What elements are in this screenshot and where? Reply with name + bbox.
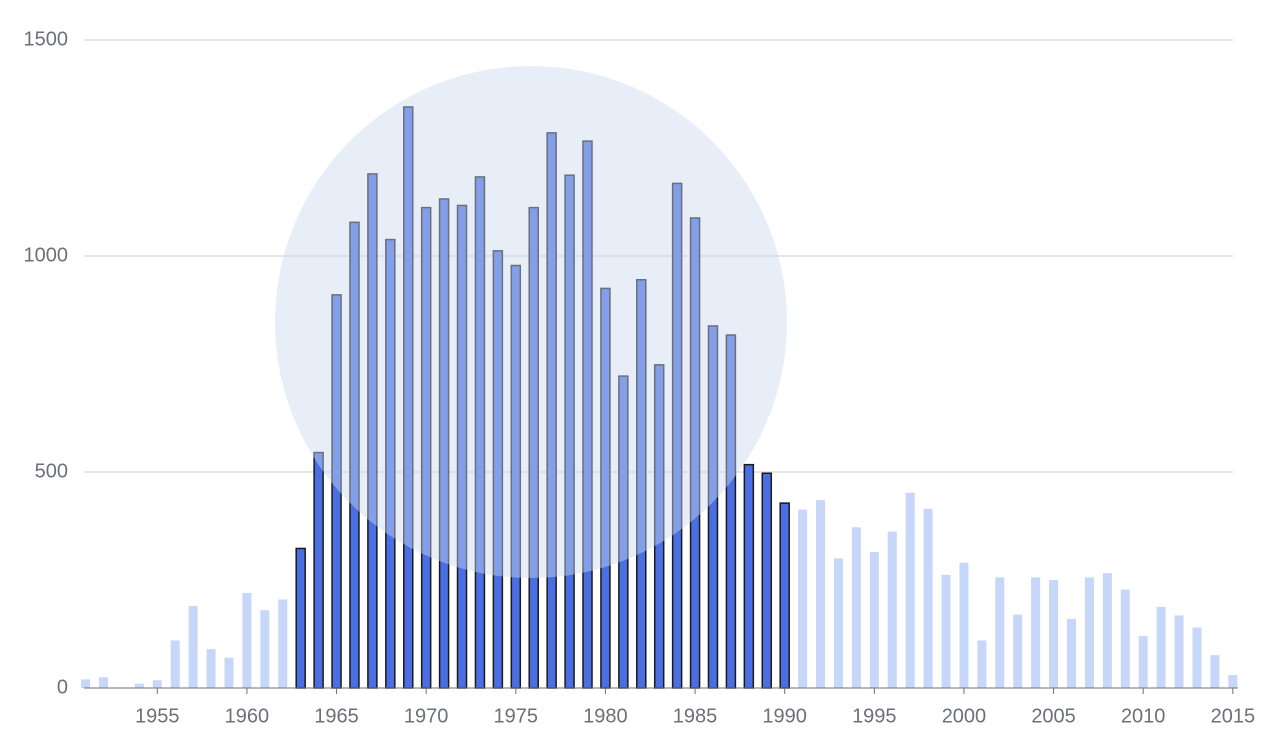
bar xyxy=(1138,636,1148,688)
x-tick-label: 1985 xyxy=(673,705,718,727)
bar xyxy=(224,657,234,688)
y-tick-label: 1500 xyxy=(24,28,69,50)
x-tick-label: 2015 xyxy=(1211,705,1256,727)
bar xyxy=(134,683,144,688)
bar xyxy=(295,547,306,689)
bar xyxy=(923,508,933,688)
y-tick-label: 500 xyxy=(35,460,68,482)
bar xyxy=(959,562,969,688)
bar xyxy=(152,680,162,688)
bar xyxy=(99,677,109,688)
bar xyxy=(188,605,198,688)
y-tick-label: 0 xyxy=(57,676,68,698)
bar xyxy=(1102,573,1112,688)
bar xyxy=(779,502,790,689)
bar xyxy=(1192,627,1202,688)
bar xyxy=(869,551,879,688)
bar xyxy=(743,463,755,689)
spotlight xyxy=(275,66,787,578)
x-tick-label: 1955 xyxy=(135,705,180,727)
bar xyxy=(170,640,180,688)
x-tick-label: 1990 xyxy=(762,705,807,727)
bar xyxy=(1228,675,1238,688)
bar xyxy=(1174,615,1184,688)
bar xyxy=(260,610,270,688)
bar xyxy=(761,472,773,689)
bar xyxy=(1066,618,1076,688)
bar xyxy=(1084,577,1094,688)
bar xyxy=(851,527,861,688)
bar xyxy=(816,500,826,688)
x-tick-label: 1965 xyxy=(314,705,359,727)
bar xyxy=(833,558,843,688)
bar xyxy=(977,640,987,688)
y-tick-label: 1000 xyxy=(24,244,69,266)
bar xyxy=(206,649,216,688)
x-tick-label: 2010 xyxy=(1121,705,1166,727)
bar xyxy=(1120,589,1130,688)
x-tick-label: 1970 xyxy=(404,705,449,727)
x-tick-label: 1995 xyxy=(852,705,897,727)
bar xyxy=(1049,580,1059,688)
bar xyxy=(1156,606,1166,688)
bar xyxy=(905,492,915,688)
bar xyxy=(242,592,252,688)
x-tick-label: 1975 xyxy=(494,705,539,727)
bar xyxy=(1031,577,1041,688)
bar xyxy=(81,679,91,688)
x-tick-label: 1980 xyxy=(583,705,628,727)
axes: 0 500 1000 1500 1955 1960 1965 1970 1975 1980 1985… xyxy=(24,28,1256,727)
bar xyxy=(1013,614,1023,688)
x-tick-label: 2005 xyxy=(1031,705,1076,727)
bar xyxy=(995,577,1005,688)
bar xyxy=(313,451,324,689)
x-tick-label: 1960 xyxy=(225,705,270,727)
x-tick-label: 2000 xyxy=(942,705,987,727)
bar xyxy=(941,574,951,688)
bar xyxy=(798,509,808,688)
bar xyxy=(887,531,897,688)
bar xyxy=(278,599,288,688)
bar xyxy=(1210,655,1220,688)
